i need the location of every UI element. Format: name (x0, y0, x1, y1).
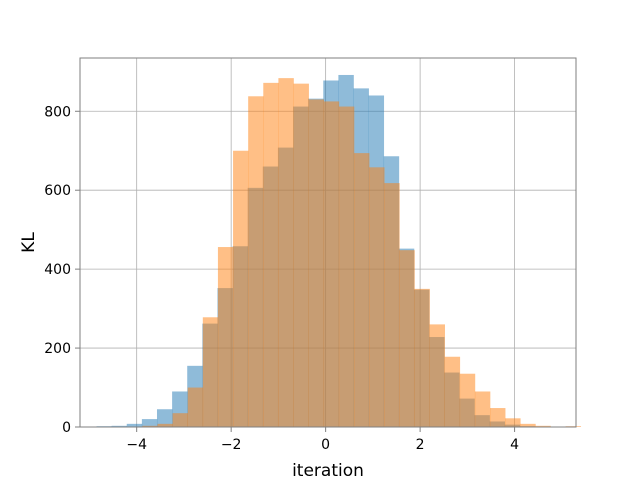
series-1-bar (444, 356, 461, 427)
x-tick-label: 4 (510, 437, 519, 453)
series-1-bar (535, 425, 551, 427)
x-tick-label: 2 (416, 437, 425, 453)
series-0-bar (126, 423, 143, 427)
series-1-bar (429, 324, 445, 427)
x-tick-label: −4 (126, 437, 147, 453)
x-tick-label: −2 (221, 437, 242, 453)
series-1-bar (353, 153, 370, 427)
series-1-bar (338, 106, 355, 428)
ticks: −4 −2 0 2 4 0 200 400 600 800 (44, 104, 519, 453)
series-1-bar (308, 99, 325, 427)
series-1-bar (323, 101, 340, 427)
series-1-bar (248, 96, 264, 427)
series-0-bar (111, 425, 128, 427)
y-tick-label: 200 (44, 341, 71, 357)
bars (96, 74, 582, 428)
series-1-bar (172, 413, 189, 427)
plot-frame (79, 57, 577, 428)
y-tick-label: 800 (44, 104, 71, 120)
series-1-bar (233, 150, 249, 427)
series-1-bar (399, 250, 415, 427)
series-1-bar (474, 391, 491, 427)
series-1-bar (369, 167, 385, 427)
y-tick-label: 400 (44, 262, 71, 278)
y-axis-label: KL (19, 232, 39, 253)
series-1-bar (263, 82, 279, 427)
x-tick-label: 0 (321, 437, 330, 453)
series-1-bar (202, 317, 219, 427)
series-1-bar (278, 78, 294, 428)
series-0-bar (141, 419, 158, 427)
series-1-bar (459, 373, 476, 427)
series-1-bar (217, 247, 234, 427)
series-1-bar (157, 423, 173, 427)
x-axis-label: iteration (292, 461, 364, 480)
series-1-bar (142, 425, 158, 427)
series-1-bar (384, 183, 400, 427)
y-tick-label: 600 (44, 183, 71, 199)
series-1-bar (187, 387, 204, 427)
series-1-bar (505, 418, 521, 427)
y-tick-label: 0 (62, 420, 71, 436)
series-1-bar (293, 83, 309, 427)
series-1-bar (490, 408, 506, 427)
series-1-bar (414, 288, 430, 427)
series-0-bar (156, 409, 173, 427)
series-1-bar (520, 423, 536, 427)
